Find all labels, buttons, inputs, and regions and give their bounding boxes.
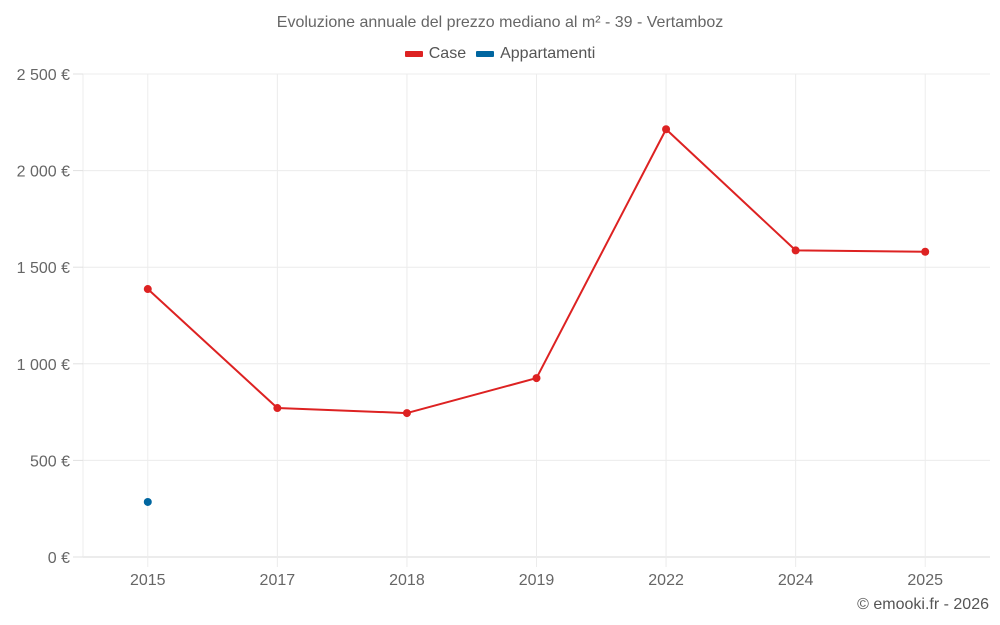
grid-lines [82,73,990,567]
data-point-case[interactable] [273,404,282,413]
legend: Case Appartamenti [0,45,1000,63]
data-point-case[interactable] [143,285,152,294]
legend-label-appartamenti: Appartamenti [500,45,596,62]
data-series [143,125,930,506]
x-tick-label: 2019 [519,572,555,589]
data-point-case[interactable] [921,247,930,256]
y-tick-label: 1 000 € [17,357,70,374]
legend-item-appartamenti[interactable]: Appartamenti [476,45,595,63]
x-tick-label: 2024 [778,572,814,589]
y-tick-label: 2 000 € [17,164,70,181]
y-axis: 0 € 500 € 1 000 € 1 500 € 2 000 € 2 500 € [17,67,83,567]
data-point-case[interactable] [532,374,541,383]
x-tick-label: 2022 [648,572,684,589]
x-tick-label: 2017 [260,572,296,589]
x-tick-label: 2015 [130,572,166,589]
legend-item-case[interactable]: Case [404,45,467,63]
y-tick-label: 2 500 € [17,67,70,84]
data-point-case[interactable] [662,125,671,134]
x-tick-label: 2018 [389,572,425,589]
y-tick-label: 1 500 € [17,260,70,277]
chart-title: Evoluzione annuale del prezzo mediano al… [276,14,724,31]
legend-swatch-appartamenti [476,51,495,57]
legend-label-case: Case [428,45,467,62]
data-point-appartamenti[interactable] [143,497,152,506]
data-point-case[interactable] [402,409,411,418]
legend-swatch-case [404,51,423,57]
x-axis: 2015 2017 2018 2019 2022 2024 2025 [130,572,943,589]
x-tick-label: 2025 [907,572,943,589]
credit-text: © emooki.fr - 2026 [857,596,989,613]
y-tick-label: 0 € [48,550,70,567]
y-tick-label: 500 € [30,453,70,470]
data-point-case[interactable] [791,246,800,255]
